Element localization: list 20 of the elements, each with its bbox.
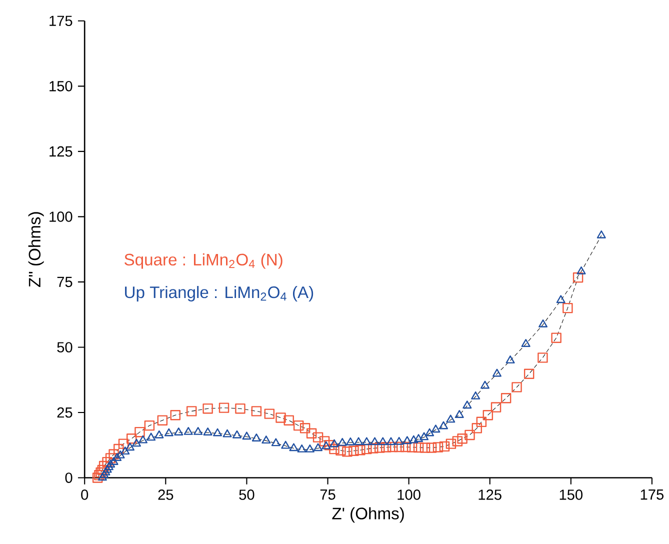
x-tick-label: 25: [158, 489, 174, 500]
y-tick-label: 75: [57, 276, 72, 287]
y-axis-title: Z'' (Ohms): [28, 212, 44, 287]
text: Square : LiMn$_{2}$O$_{4}$ (N): [124, 253, 282, 269]
y-tick-label: 50: [57, 342, 72, 352]
y-tick-label: 125: [50, 146, 72, 156]
y-tick-label: 25: [57, 407, 72, 418]
x-axis-title: Z' (Ohms): [332, 506, 404, 522]
y-tick-label: 100: [50, 211, 72, 222]
x-tick-label: 75: [320, 489, 336, 500]
x-tick-label: 50: [239, 489, 254, 500]
x-tick-label: 150: [560, 489, 582, 500]
x-tick-label: 175: [640, 489, 664, 500]
x-tick-label: 125: [478, 489, 502, 500]
y-tick-label: 175: [50, 16, 72, 26]
x-tick-label: 100: [398, 489, 420, 500]
y-tick-label: 150: [50, 80, 72, 92]
x-tick-label: 0: [81, 489, 88, 500]
text: Up Triangle : LiMn$_{2}$O$_{4}$ (A): [125, 286, 314, 302]
y-tick-label: 0: [65, 472, 72, 483]
